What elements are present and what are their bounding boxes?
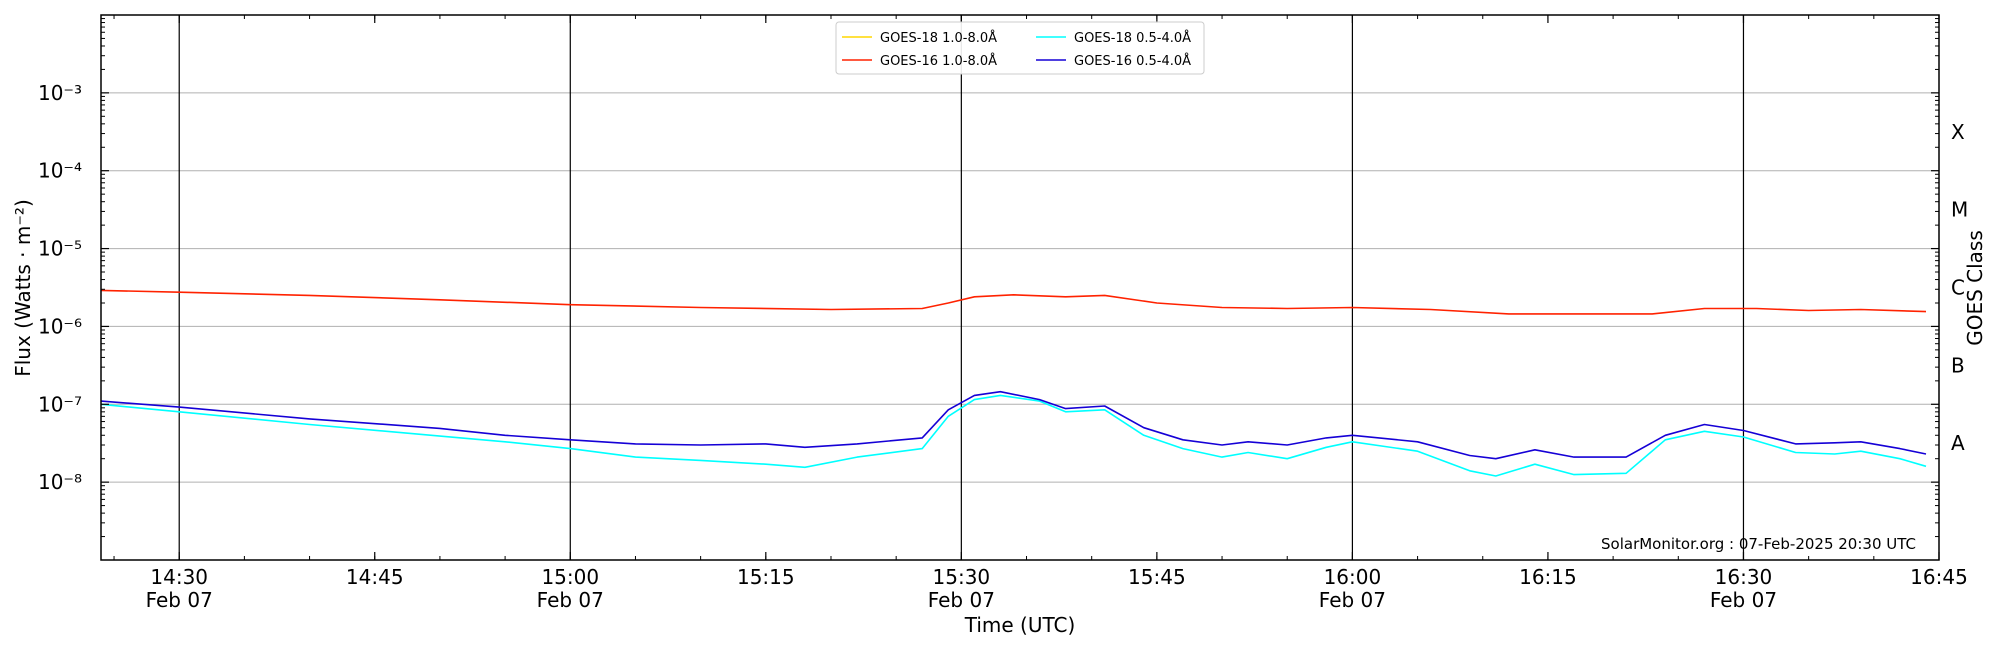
legend-label-goes18-short: GOES-18 0.5-4.0Å: [1074, 30, 1191, 46]
legend-label-goes18-long: GOES-18 1.0-8.0Å: [880, 30, 997, 46]
x-tick-label: 15:15: [737, 565, 795, 589]
x-tick-label: 14:30: [150, 565, 208, 589]
x-tick-label: 15:00: [541, 565, 599, 589]
right-axis-title: GOES Class: [1963, 230, 1987, 346]
legend: GOES-18 1.0-8.0Å GOES-16 1.0-8.0Å GOES-1…: [835, 21, 1205, 75]
vertical-marker-layer: [178, 15, 1745, 560]
x-tick-date-label: Feb 07: [1319, 588, 1386, 612]
x-tick-label: 14:45: [346, 565, 404, 589]
y-tick-label: 10⁻⁴: [38, 159, 82, 183]
goes-class-label: C: [1951, 276, 1965, 300]
goes-class-label: M: [1951, 198, 1968, 222]
x-tick-date-label: Feb 07: [1710, 588, 1777, 612]
x-axis-title: Time (UTC): [964, 613, 1076, 637]
series-layer: [100, 289, 1927, 477]
legend-label-goes16-short: GOES-16 0.5-4.0Å: [1074, 53, 1191, 69]
x-tick-label: 16:00: [1324, 565, 1382, 589]
y-tick-label: 10⁻⁶: [38, 314, 82, 338]
series-line-1: [100, 289, 1927, 315]
x-tick-label: 15:30: [933, 565, 991, 589]
x-tick-label: 16:30: [1715, 565, 1773, 589]
legend-box: [835, 21, 1205, 75]
y-tick-label: 10⁻⁵: [38, 237, 82, 261]
goes-class-label: X: [1951, 120, 1965, 144]
x-tick-date-label: Feb 07: [928, 588, 995, 612]
series-line-3: [100, 390, 1927, 460]
y-tick-label: 10⁻⁷: [38, 392, 82, 416]
x-tick-label: 15:45: [1128, 565, 1186, 589]
credit-text: SolarMonitor.org : 07-Feb-2025 20:30 UTC: [1601, 535, 1916, 553]
goes-class-label: B: [1951, 353, 1965, 377]
y-axis-title: Flux (Watts · m⁻²): [11, 199, 35, 377]
y-tick-label: 10⁻³: [38, 81, 82, 105]
series-line-2: [100, 394, 1927, 477]
legend-label-goes16-long: GOES-16 1.0-8.0Å: [880, 53, 997, 69]
x-tick-date-label: Feb 07: [537, 588, 604, 612]
y-tick-label: 10⁻⁸: [38, 470, 82, 494]
plot-frame: [100, 14, 1940, 561]
tick-layer: [101, 15, 1940, 560]
grid-layer: [101, 92, 1939, 483]
x-tick-label: 16:45: [1910, 565, 1968, 589]
x-tick-date-label: Feb 07: [146, 588, 213, 612]
x-tick-label: 16:15: [1519, 565, 1577, 589]
goes-class-label: A: [1951, 431, 1965, 455]
